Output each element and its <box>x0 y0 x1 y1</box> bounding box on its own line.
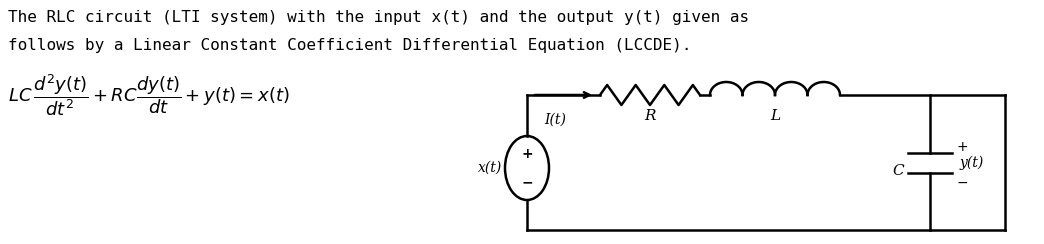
Text: C: C <box>893 164 904 178</box>
Text: x(t): x(t) <box>478 161 502 175</box>
Text: +: + <box>521 147 532 161</box>
Text: The RLC circuit (LTI system) with the input x(t) and the output y(t) given as: The RLC circuit (LTI system) with the in… <box>8 10 750 25</box>
Text: L: L <box>769 109 780 123</box>
Text: I(t): I(t) <box>544 113 566 127</box>
Text: R: R <box>644 109 656 123</box>
Text: y(t): y(t) <box>960 156 984 170</box>
Text: follows by a Linear Constant Coefficient Differential Equation (LCCDE).: follows by a Linear Constant Coefficient… <box>8 38 691 53</box>
Text: $LC\,\dfrac{d^2y(t)}{dt^2}+RC\dfrac{dy(t)}{dt}+y(t)=x(t)$: $LC\,\dfrac{d^2y(t)}{dt^2}+RC\dfrac{dy(t… <box>8 72 289 118</box>
Text: +: + <box>957 140 969 154</box>
Text: −: − <box>957 176 969 190</box>
Text: −: − <box>521 175 532 189</box>
